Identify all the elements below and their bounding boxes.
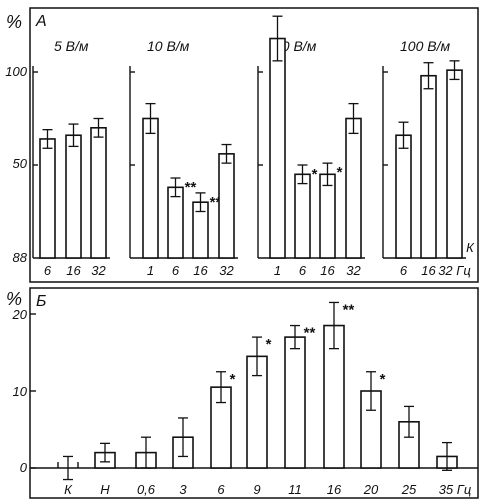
- panel-b-signif-7: **: [342, 301, 355, 318]
- panel-a-group-0-xtick-0: 6: [44, 263, 52, 278]
- panel-a-group-1-bar-1: [167, 186, 184, 259]
- panel-b-xtick-4: 6: [217, 482, 225, 497]
- panel-a-group-0-bar-1: [65, 134, 82, 259]
- panel-b-ytick-0: 0: [20, 460, 28, 475]
- panel-a-group-0-xtick-2: 32: [91, 263, 106, 278]
- panel-b-frame: [29, 287, 479, 499]
- panel-a-group-1-xtick-0: 1: [147, 263, 154, 278]
- panel-b-bar-6: [284, 336, 306, 469]
- panel-a-group-0-xtick-1: 16: [66, 263, 81, 278]
- panel-a-group-1-bar-0: [142, 117, 159, 259]
- panel-a-group-1-title: 10 В/м: [147, 38, 190, 54]
- panel-a-group-3-hatched-label: К: [466, 240, 475, 255]
- panel-b-label: Б: [36, 293, 46, 310]
- panel-b-xtick-10: 35 Гц: [439, 482, 472, 497]
- panel-a-group-3-title: 100 В/м: [400, 38, 450, 54]
- panel-a-group-2-xtick-2: 16: [320, 263, 335, 278]
- panel-a-group-3-bar-2: [446, 69, 463, 259]
- panel-a-ytick-88: 88: [13, 250, 28, 265]
- panel-a-group-1-signif-1: **: [184, 179, 197, 196]
- panel-a-group-2-xtick-3: 32: [346, 263, 361, 278]
- panel-b-bars: К Н 0,6 3 * 6 * 9 ** 11 ** 16 * 20 25 35 Гц: [30, 301, 478, 497]
- panel-b-signif-5: *: [265, 336, 272, 353]
- panel-b-xtick-1: Н: [100, 482, 110, 497]
- panel-a-group-1-bar-3: [218, 153, 235, 259]
- panel-a-ylabel: %: [6, 12, 22, 32]
- panel-b-ytick-10: 10: [13, 384, 28, 399]
- panel-b-signif-6: **: [303, 325, 316, 342]
- panel-b-ylabel: %: [6, 289, 22, 309]
- panel-a-group-1-xtick-2: 16: [193, 263, 208, 278]
- panel-b-xtick-3: 3: [179, 482, 187, 497]
- panel-a-group-2-bar-1: [294, 173, 311, 259]
- panel-b-xtick-0: К: [64, 482, 73, 497]
- panel-a-ytick-50: 50: [13, 156, 28, 171]
- panel-b-ytick-20: 20: [12, 307, 28, 322]
- panel-b-xtick-8: 20: [363, 482, 379, 497]
- panel-a-group-2-bar-3: [345, 117, 362, 259]
- panel-b-xtick-7: 16: [327, 482, 342, 497]
- panel-a-ytick-100: 100: [5, 64, 27, 79]
- panel-a-group-3-bar-0: [395, 134, 412, 259]
- panel-a-group-1-xtick-1: 6: [172, 263, 180, 278]
- panel-b-xtick-2: 0,6: [137, 482, 156, 497]
- panel-a-group-3-xtick-2: 32 Гц: [438, 263, 471, 278]
- panel-b-xtick-9: 25: [401, 482, 417, 497]
- panel-a-group-2-bar-2: [319, 173, 336, 259]
- panel-a-group-1-xtick-3: 32: [219, 263, 234, 278]
- panel-a-group-2-signif-1: *: [311, 166, 318, 183]
- panel-b-xtick-5: 9: [253, 482, 260, 497]
- panel-a-group-2-xtick-0: 1: [274, 263, 281, 278]
- panel-a-group-2-bar-0: [269, 37, 286, 259]
- panel-a-group-0-title: 5 В/м: [54, 38, 89, 54]
- panel-a-group-0-bar-2: [90, 127, 107, 259]
- panel-b-signif-4: *: [229, 371, 236, 388]
- panel-a-group-3-bar-1: [420, 74, 437, 259]
- panel-a-group-0-bar-0: [39, 138, 56, 259]
- panel-b-xtick-6: 11: [288, 482, 302, 497]
- panel-a-group-2-signif-2: *: [336, 164, 343, 181]
- panel-a-label: А: [35, 13, 47, 30]
- panel-b-signif-8: *: [379, 371, 386, 388]
- panel-a-group-2-xtick-1: 6: [299, 263, 307, 278]
- panel-a-group-3-xtick-1: 16: [421, 263, 436, 278]
- panel-a-frame: [29, 7, 479, 283]
- panel-a-group-3-xtick-0: 6: [400, 263, 408, 278]
